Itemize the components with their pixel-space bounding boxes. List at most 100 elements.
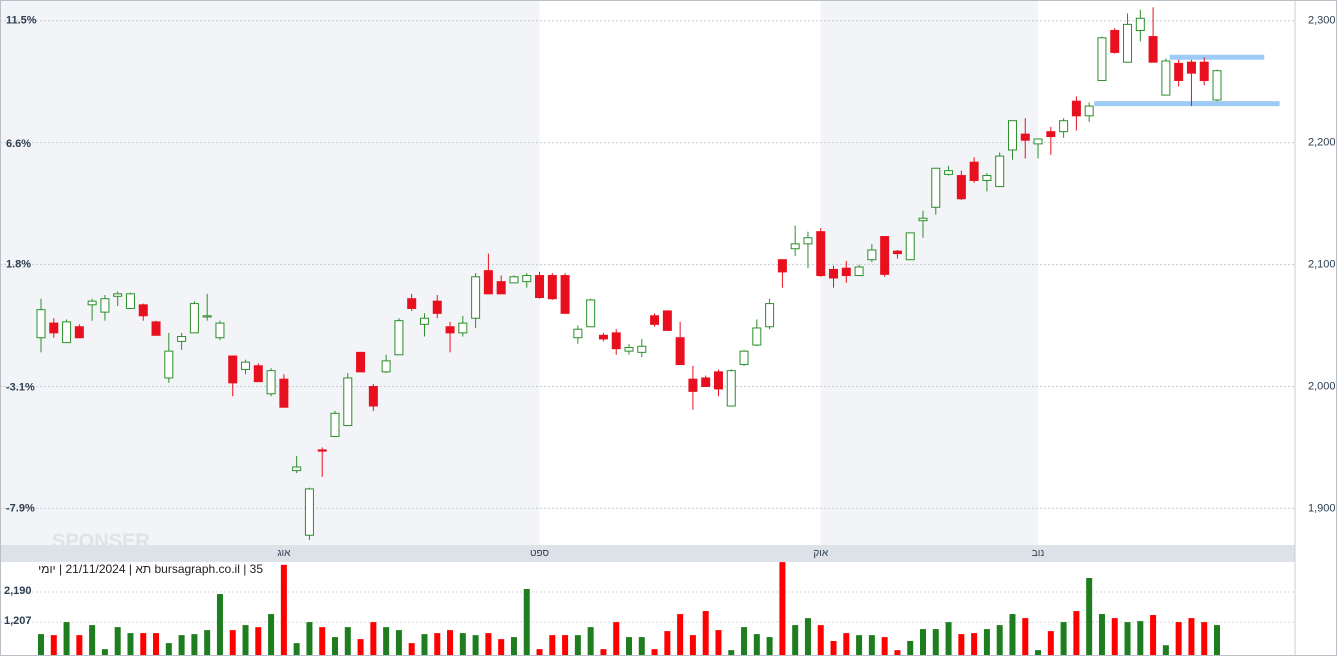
volume-bar bbox=[971, 633, 978, 656]
candle-body bbox=[547, 275, 557, 300]
volume-bar bbox=[945, 622, 952, 656]
volume-bar bbox=[894, 650, 901, 656]
candle-body bbox=[74, 326, 84, 339]
volume-bar bbox=[689, 635, 696, 656]
volume-bar bbox=[1162, 645, 1169, 656]
volume-bar bbox=[280, 564, 287, 656]
candle-body bbox=[368, 385, 378, 407]
candle-body bbox=[279, 378, 289, 408]
volume-bar bbox=[881, 637, 888, 656]
volume-bar bbox=[306, 622, 313, 656]
volume-bar bbox=[1150, 615, 1157, 656]
volume-bar bbox=[498, 639, 505, 656]
candle-body bbox=[1123, 23, 1133, 63]
candle-body bbox=[586, 299, 596, 328]
candle-body bbox=[1007, 120, 1017, 151]
volume-bar bbox=[370, 622, 377, 656]
candle-body bbox=[573, 328, 583, 339]
volume-bar bbox=[153, 633, 160, 656]
candle-body bbox=[87, 300, 97, 306]
candle-body bbox=[164, 350, 174, 379]
volume-bar bbox=[587, 627, 594, 656]
candle-body bbox=[1059, 120, 1069, 133]
candle-body bbox=[726, 370, 736, 407]
volume-bar bbox=[868, 635, 875, 656]
volume-bar bbox=[843, 633, 850, 656]
candle-body bbox=[739, 350, 749, 366]
candle-body bbox=[611, 332, 621, 350]
volume-bar bbox=[702, 611, 709, 656]
volume-bar bbox=[638, 637, 645, 656]
candle-body bbox=[483, 270, 493, 295]
y2-tick-label: -7.9% bbox=[6, 502, 35, 514]
y2-tick-label: -3.1% bbox=[6, 382, 35, 394]
y-tick-label: 2,300 bbox=[1308, 15, 1336, 27]
candle-body bbox=[381, 360, 391, 373]
candle-body bbox=[113, 293, 123, 297]
candle-body bbox=[1212, 70, 1222, 101]
candle-body bbox=[765, 303, 775, 328]
x-tick-label: ספט bbox=[530, 548, 550, 559]
volume-bar bbox=[1022, 618, 1029, 656]
candle-body bbox=[62, 321, 72, 344]
candle-body bbox=[522, 275, 532, 283]
volume-bar bbox=[1111, 618, 1118, 656]
candle-body bbox=[241, 361, 251, 370]
volume-bar bbox=[549, 635, 556, 656]
volume-bar bbox=[523, 588, 530, 656]
candle-body bbox=[918, 217, 928, 222]
volume-bar bbox=[178, 635, 185, 656]
candle-body bbox=[816, 231, 826, 277]
candle-body bbox=[892, 250, 902, 255]
candle-body bbox=[688, 378, 698, 392]
volume-bar bbox=[268, 614, 275, 656]
y-tick-label: 2,100 bbox=[1308, 258, 1336, 270]
candle-body bbox=[432, 300, 442, 314]
volume-bar bbox=[472, 635, 479, 656]
y2-tick-label: 11.5% bbox=[6, 15, 37, 27]
candle-body bbox=[880, 236, 890, 275]
x-tick-label: אוג bbox=[277, 548, 291, 559]
volume-bar bbox=[421, 634, 428, 656]
x-tick-label: אוק bbox=[813, 548, 828, 559]
candle-body bbox=[189, 303, 199, 334]
volume-bar bbox=[728, 650, 735, 656]
volume-bar bbox=[856, 635, 863, 656]
volume-bar bbox=[613, 622, 620, 656]
candle-body bbox=[624, 346, 634, 352]
candle-body bbox=[1186, 61, 1196, 74]
volume-bar bbox=[191, 634, 198, 656]
y-tick-label: 1,900 bbox=[1308, 502, 1336, 514]
volume-bar bbox=[1201, 622, 1208, 656]
volume-bar bbox=[510, 637, 517, 656]
candle-body bbox=[266, 370, 276, 395]
candle-body bbox=[650, 315, 660, 325]
candle-body bbox=[662, 310, 672, 331]
volume-bar bbox=[447, 630, 454, 656]
volume-bar bbox=[996, 625, 1003, 656]
volume-bar bbox=[1137, 621, 1144, 656]
volume-bar bbox=[677, 614, 684, 656]
y2-tick-label: 1.8% bbox=[6, 258, 31, 270]
volume-bar bbox=[216, 594, 223, 656]
candle-body bbox=[995, 155, 1005, 188]
candle-body bbox=[752, 327, 762, 346]
volume-bar bbox=[255, 627, 262, 656]
volume-bar bbox=[1086, 577, 1093, 656]
candle-body bbox=[419, 317, 429, 325]
candle-body bbox=[1199, 61, 1209, 81]
candle-body bbox=[867, 249, 877, 261]
candle-body bbox=[1046, 131, 1056, 138]
volume-bar bbox=[332, 637, 338, 656]
candle-body bbox=[304, 488, 314, 536]
volume-bar bbox=[626, 637, 632, 656]
volume-bar bbox=[1214, 625, 1220, 656]
month-band bbox=[820, 0, 1039, 545]
volume-bar bbox=[38, 634, 44, 656]
volume-bar bbox=[89, 625, 96, 656]
candle-body bbox=[803, 237, 813, 245]
volume-bar bbox=[1047, 631, 1054, 656]
volume-bar bbox=[753, 634, 760, 656]
month-strip bbox=[0, 545, 1295, 562]
volume-tick-label: 1,207 bbox=[4, 615, 32, 627]
